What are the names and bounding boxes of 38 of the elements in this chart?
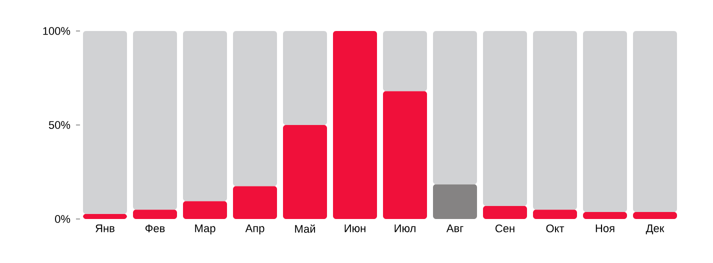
bar bbox=[383, 30, 428, 92]
bar bbox=[533, 210, 578, 219]
bar bbox=[283, 30, 328, 125]
bar bbox=[183, 30, 228, 202]
bar bbox=[533, 30, 578, 210]
bar bbox=[633, 212, 678, 219]
bar bbox=[483, 206, 528, 219]
x-tick-label: Дек bbox=[646, 224, 664, 234]
x-tick-label: Июл bbox=[394, 224, 416, 232]
bar bbox=[83, 30, 127, 214]
bar bbox=[483, 30, 528, 206]
y-tick-label: 50% bbox=[48, 121, 70, 129]
bar bbox=[333, 30, 378, 219]
x-tick-label: Авг bbox=[446, 224, 464, 232]
bar bbox=[133, 30, 178, 210]
bar bbox=[433, 30, 478, 184]
bar bbox=[233, 30, 278, 186]
bar bbox=[183, 201, 228, 219]
x-tick-label: Мар bbox=[195, 224, 216, 234]
x-tick-label: Июн bbox=[344, 224, 366, 232]
y-tick-label: 0% bbox=[55, 215, 70, 223]
bar bbox=[433, 184, 478, 219]
bar bbox=[633, 30, 678, 212]
x-tick-label: Апр bbox=[245, 224, 264, 234]
x-tick-label: Сен bbox=[496, 224, 514, 232]
bar bbox=[133, 210, 178, 219]
x-tick-label: Янв bbox=[96, 224, 114, 232]
bar bbox=[383, 91, 428, 219]
x-tick-label: Ноя bbox=[596, 224, 614, 232]
bar bbox=[583, 30, 628, 212]
bar bbox=[83, 214, 127, 219]
bar bbox=[583, 212, 628, 219]
bar bbox=[233, 186, 278, 219]
x-tick-label: Окт bbox=[546, 224, 564, 232]
y-tick-label: 100% bbox=[43, 27, 70, 35]
x-tick-label: Фев bbox=[145, 224, 165, 232]
x-tick-label: Май bbox=[295, 224, 316, 233]
bar bbox=[283, 125, 328, 219]
